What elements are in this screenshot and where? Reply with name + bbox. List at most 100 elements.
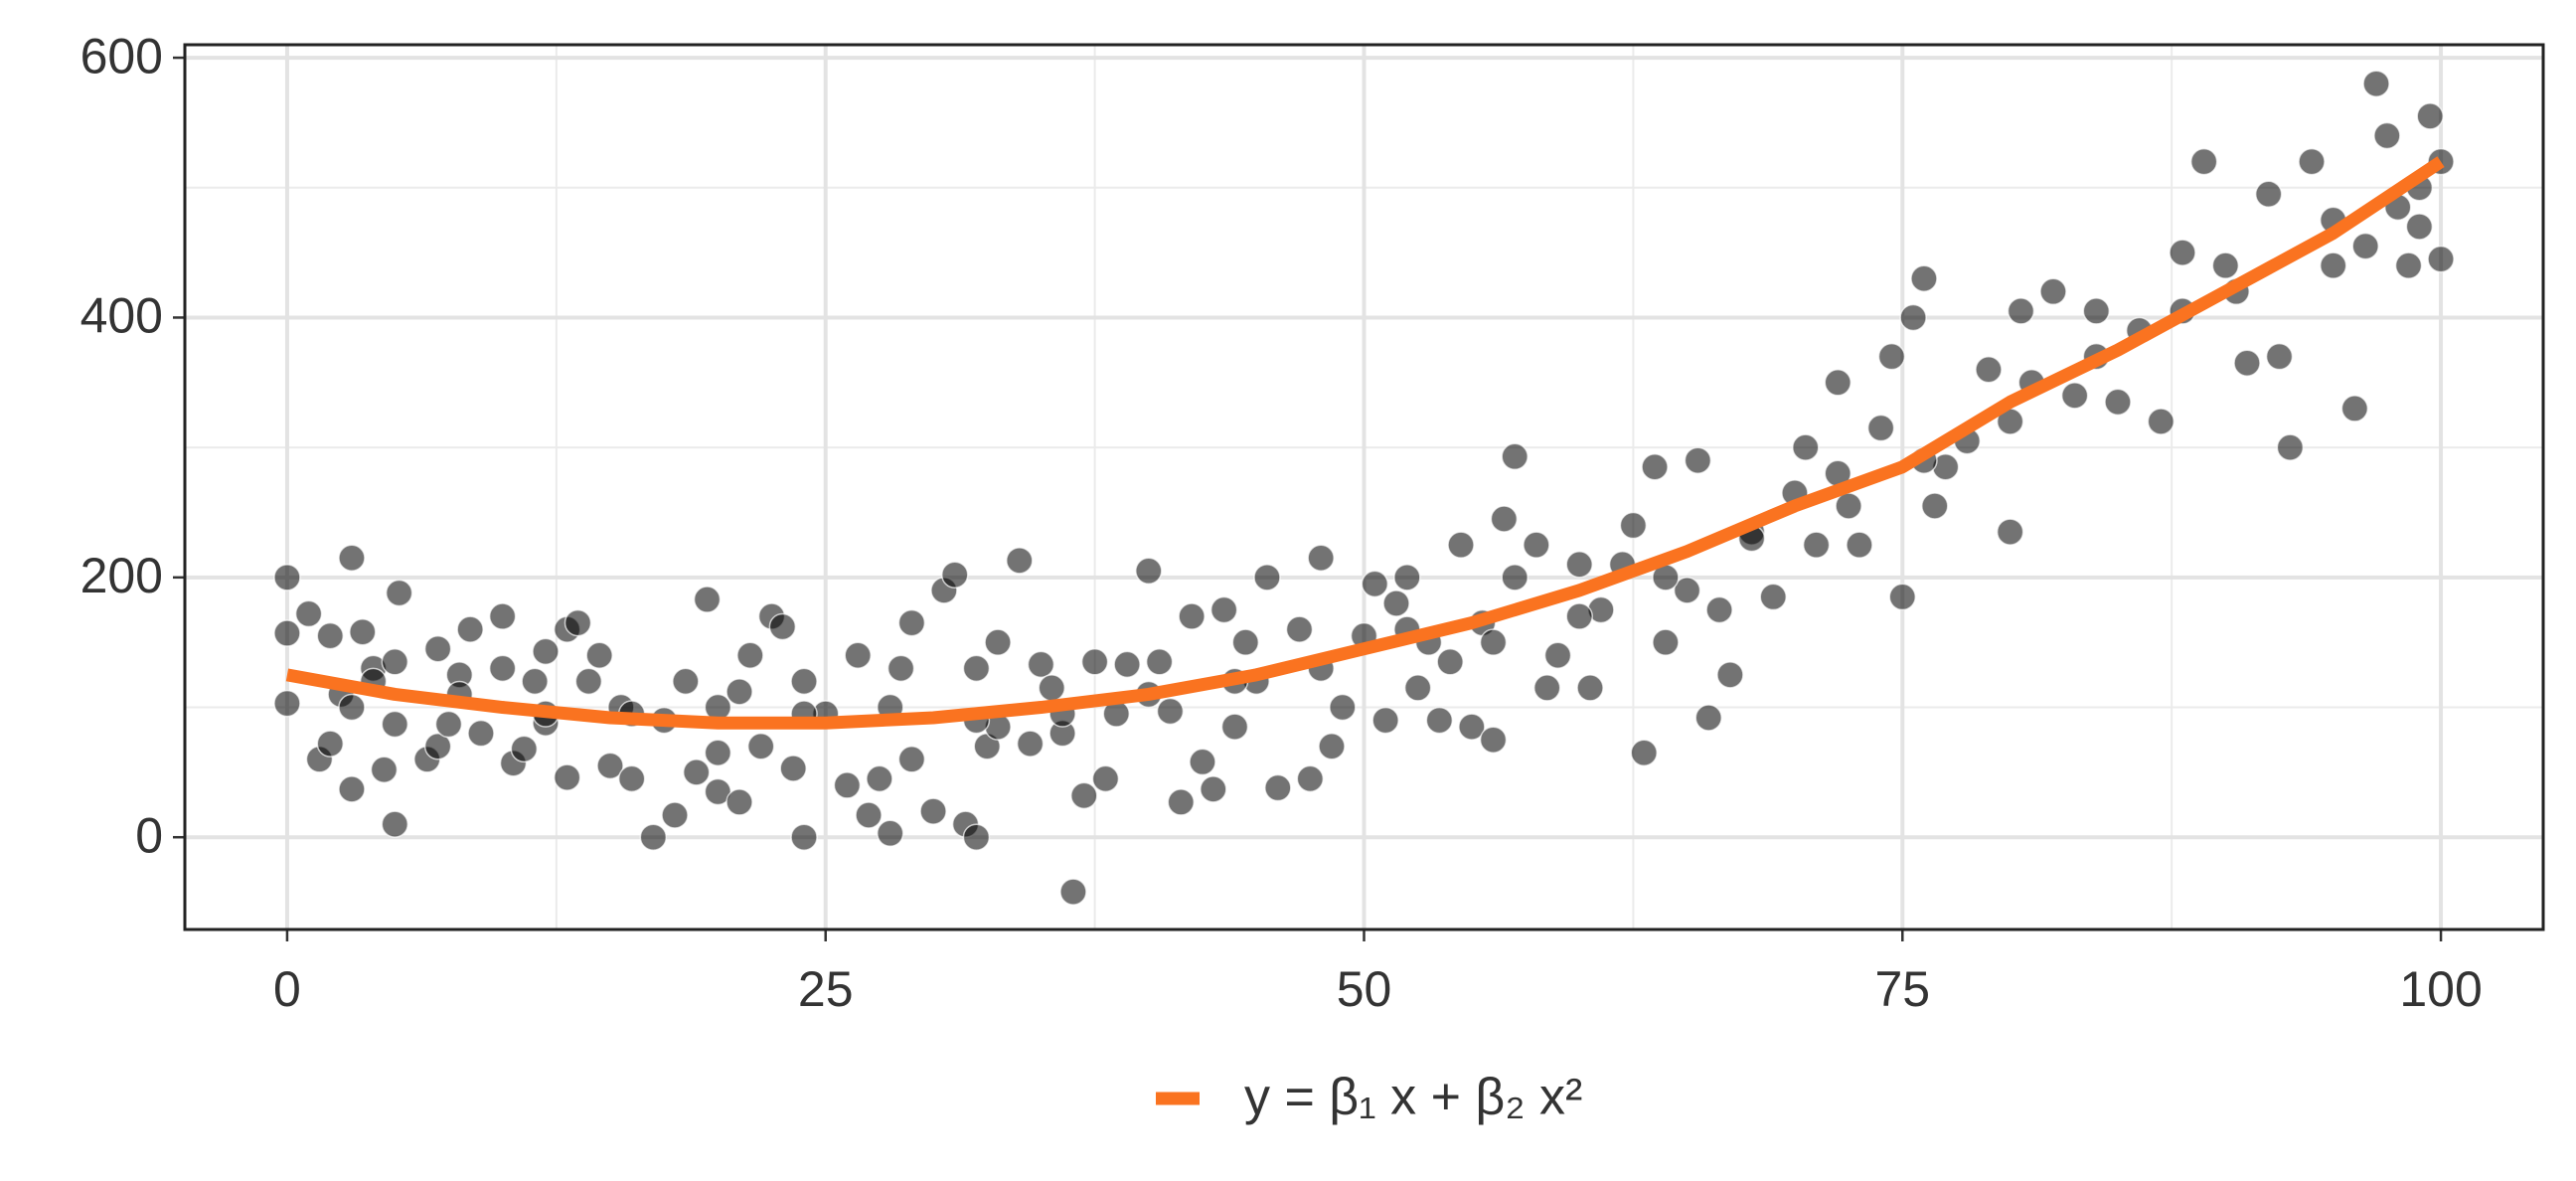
point: [1361, 570, 1389, 598]
x-tick-label: 75: [1874, 961, 1930, 1017]
point: [456, 615, 484, 643]
y-tick-label: 600: [80, 28, 163, 84]
point: [2319, 252, 2347, 279]
point: [1975, 355, 2003, 384]
point: [2298, 147, 2326, 176]
point: [2082, 297, 2111, 325]
point: [833, 771, 862, 799]
point: [1038, 674, 1066, 702]
point: [273, 564, 301, 591]
point: [294, 599, 323, 628]
point: [316, 730, 345, 758]
point: [1630, 739, 1658, 767]
point: [1641, 452, 1669, 481]
point: [1652, 628, 1680, 656]
point: [1318, 732, 1346, 760]
point: [886, 654, 915, 683]
point: [2351, 232, 2379, 260]
point: [1027, 650, 1055, 679]
point: [2104, 388, 2132, 417]
axes: 0 25 50 75 100 0 200 400 600: [80, 28, 2545, 1017]
point: [381, 648, 409, 676]
point: [385, 579, 413, 607]
y-tick-label: 400: [80, 288, 163, 344]
point: [381, 810, 409, 838]
point: [1996, 518, 2024, 546]
point: [1264, 773, 1292, 802]
point: [1479, 726, 1508, 754]
fit-line: [285, 156, 2445, 730]
point: [1576, 674, 1604, 702]
point: [1501, 442, 1529, 471]
point: [2007, 297, 2035, 325]
point: [639, 823, 668, 851]
point: [1307, 544, 1335, 572]
legend-label: y = β₁ x + β₂ x²: [1244, 1069, 1582, 1126]
point: [273, 689, 301, 718]
point: [510, 735, 539, 763]
point: [1684, 446, 1712, 474]
point: [1231, 628, 1260, 656]
point: [316, 621, 345, 650]
point: [1835, 492, 1862, 520]
point: [1846, 531, 1873, 559]
point: [2254, 180, 2283, 209]
point: [2416, 102, 2444, 130]
point: [553, 763, 581, 791]
point: [779, 755, 807, 782]
point: [1565, 551, 1593, 579]
point: [2211, 252, 2240, 279]
point: [1209, 595, 1238, 624]
point: [1436, 648, 1464, 676]
point: [866, 764, 893, 793]
point: [338, 693, 366, 722]
point: [2427, 245, 2455, 273]
legend: y = β₁ x + β₂ x²: [1156, 1069, 1582, 1126]
point: [661, 801, 689, 829]
point: [1802, 531, 1831, 559]
point: [2039, 277, 2067, 306]
point: [725, 788, 753, 816]
point: [488, 602, 517, 630]
x-tick-label: 0: [273, 961, 301, 1017]
point: [585, 641, 613, 669]
point: [1371, 706, 1399, 735]
point: [617, 764, 646, 793]
point: [1532, 674, 1561, 702]
point: [790, 823, 818, 851]
point: [381, 710, 409, 739]
point: [488, 654, 517, 683]
point: [434, 710, 463, 739]
point: [1824, 369, 1852, 397]
point: [1200, 775, 1227, 803]
point: [1135, 557, 1163, 586]
point: [1059, 878, 1087, 906]
point: [704, 739, 732, 767]
point: [725, 678, 753, 706]
x-tick-label: 50: [1337, 961, 1392, 1017]
grid: [185, 45, 2543, 929]
point: [1156, 697, 1185, 726]
point: [2265, 342, 2294, 371]
point: [2060, 382, 2089, 410]
point: [1296, 764, 1325, 793]
marks: [273, 70, 2455, 906]
point: [844, 641, 872, 669]
point: [984, 628, 1012, 656]
point: [855, 801, 883, 829]
point: [574, 667, 603, 696]
point: [273, 619, 301, 647]
point: [897, 608, 926, 637]
point: [1866, 414, 1895, 442]
point: [940, 561, 969, 589]
point: [2276, 433, 2305, 461]
point: [1759, 583, 1788, 611]
point: [2189, 147, 2218, 176]
point: [1382, 590, 1410, 617]
point: [1490, 505, 1519, 533]
point: [1458, 713, 1486, 741]
point: [1716, 661, 1744, 689]
point: [2405, 213, 2434, 241]
